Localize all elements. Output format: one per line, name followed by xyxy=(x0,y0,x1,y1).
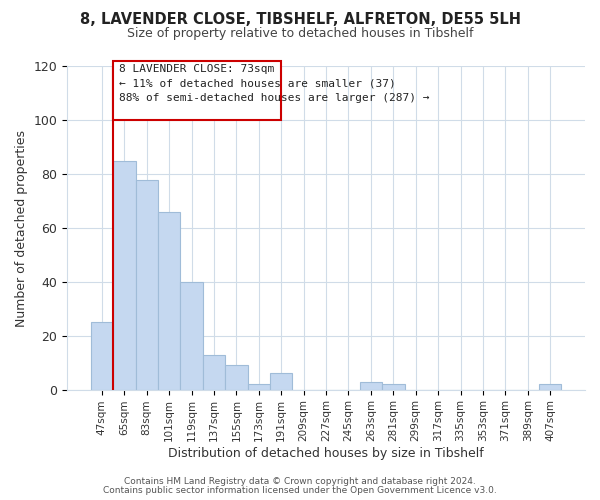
Bar xyxy=(382,384,404,390)
X-axis label: Distribution of detached houses by size in Tibshelf: Distribution of detached houses by size … xyxy=(168,447,484,460)
Bar xyxy=(270,374,292,390)
Text: 8 LAVENDER CLOSE: 73sqm
← 11% of detached houses are smaller (37)
88% of semi-de: 8 LAVENDER CLOSE: 73sqm ← 11% of detache… xyxy=(119,64,429,102)
Bar xyxy=(360,382,382,390)
Text: 8, LAVENDER CLOSE, TIBSHELF, ALFRETON, DE55 5LH: 8, LAVENDER CLOSE, TIBSHELF, ALFRETON, D… xyxy=(79,12,521,28)
Bar xyxy=(225,366,248,390)
FancyBboxPatch shape xyxy=(113,61,281,120)
Bar xyxy=(136,180,158,390)
Bar xyxy=(203,354,225,390)
Bar xyxy=(158,212,181,390)
Bar xyxy=(248,384,270,390)
Bar xyxy=(113,160,136,390)
Y-axis label: Number of detached properties: Number of detached properties xyxy=(15,130,28,326)
Bar xyxy=(181,282,203,390)
Text: Contains HM Land Registry data © Crown copyright and database right 2024.: Contains HM Land Registry data © Crown c… xyxy=(124,477,476,486)
Bar xyxy=(539,384,562,390)
Text: Contains public sector information licensed under the Open Government Licence v3: Contains public sector information licen… xyxy=(103,486,497,495)
Text: Size of property relative to detached houses in Tibshelf: Size of property relative to detached ho… xyxy=(127,28,473,40)
Bar xyxy=(91,322,113,390)
